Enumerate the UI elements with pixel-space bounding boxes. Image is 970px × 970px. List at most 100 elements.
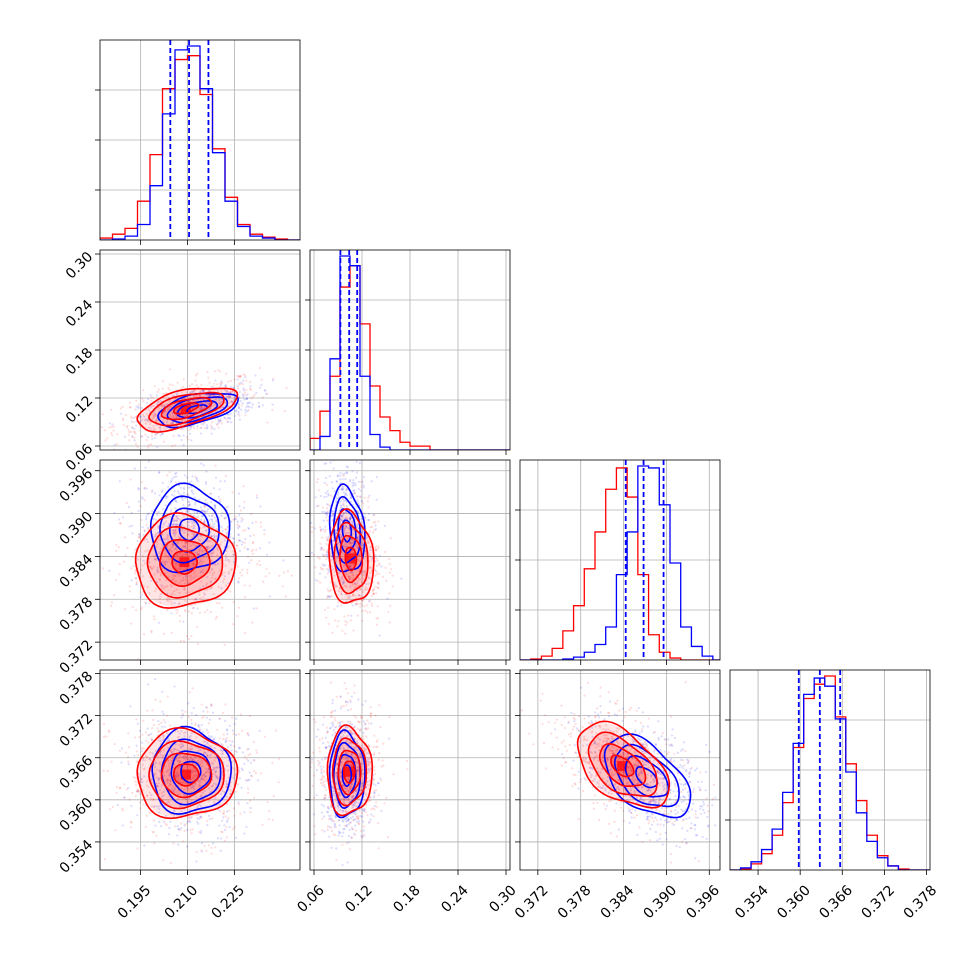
scatter-point-red [229, 390, 233, 394]
scatter-point-red [346, 692, 350, 695]
scatter-point-blue [199, 832, 202, 835]
scatter-point-blue [199, 432, 203, 435]
scatter-point-red [178, 614, 181, 617]
scatter-point-blue [326, 512, 329, 515]
scatter-point-red [358, 594, 361, 597]
scatter-point-red [134, 577, 138, 580]
scatter-point-blue [356, 537, 359, 540]
scatter-point-blue [162, 413, 166, 416]
scatter-point-blue [349, 518, 352, 521]
scatter-point-blue [361, 532, 364, 535]
scatter-point-red [243, 755, 247, 758]
scatter-point-red [335, 772, 338, 775]
scatter-point-red [134, 415, 137, 418]
scatter-point-red [185, 591, 188, 595]
scatter-point-blue [133, 754, 136, 757]
scatter-point-blue [223, 480, 226, 483]
scatter-point-red [224, 402, 227, 405]
scatter-point-blue [141, 418, 144, 421]
scatter-point-blue [189, 552, 192, 555]
scatter-point-blue [213, 737, 216, 740]
scatter-point-red [388, 557, 391, 561]
scatter-point-red [365, 557, 368, 560]
scatter-point-red [128, 431, 131, 434]
scatter-point-blue [193, 503, 197, 506]
scatter-point-red [345, 704, 348, 707]
scatter-point-red [203, 776, 206, 779]
scatter-point-red [350, 764, 353, 767]
scatter-point-red [207, 844, 210, 847]
scatter-point-blue [225, 531, 228, 535]
scatter-point-blue [160, 584, 163, 587]
scatter-point-red [342, 474, 345, 477]
scatter-point-blue [155, 761, 158, 764]
scatter-point-blue [180, 810, 183, 813]
scatter-point-blue [221, 529, 224, 532]
scatter-point-red [371, 589, 375, 592]
scatter-point-red [202, 571, 205, 574]
scatter-point-red [366, 771, 369, 774]
density-peak-red [345, 553, 356, 564]
scatter-point-red [373, 789, 376, 792]
scatter-point-red [349, 541, 352, 545]
scatter-point-red [352, 593, 355, 596]
scatter-point-red [342, 511, 345, 514]
scatter-point-blue [169, 480, 173, 484]
scatter-point-red [353, 747, 356, 750]
scatter-point-red [384, 550, 387, 554]
scatter-point-blue [238, 390, 241, 394]
scatter-point-blue [196, 820, 199, 823]
scatter-point-red [183, 588, 186, 591]
scatter-point-red [349, 619, 353, 622]
scatter-point-red [363, 808, 366, 811]
scatter-point-red [182, 579, 185, 582]
scatter-point-blue [258, 547, 262, 550]
scatter-point-red [182, 588, 186, 591]
scatter-point-blue [349, 496, 352, 499]
scatter-point-red [189, 748, 192, 751]
scatter-point-blue [215, 766, 219, 769]
scatter-point-red [342, 757, 345, 760]
scatter-point-blue [156, 784, 159, 788]
scatter-point-blue [355, 460, 358, 463]
scatter-point-red [351, 583, 354, 586]
scatter-point-red [194, 475, 197, 478]
scatter-point-red [376, 581, 379, 584]
scatter-point-blue [326, 553, 329, 556]
scatter-point-blue [168, 406, 171, 409]
scatter-point-blue [319, 548, 322, 551]
scatter-point-blue [229, 412, 232, 415]
scatter-point-blue [327, 570, 330, 573]
scatter-point-blue [228, 396, 231, 399]
scatter-point-red [349, 595, 352, 598]
scatter-point-red [391, 574, 394, 577]
scatter-point-red [194, 374, 197, 377]
scatter-point-red [349, 720, 352, 723]
scatter-point-blue [310, 521, 313, 524]
scatter-point-blue [344, 527, 347, 530]
scatter-point-blue [320, 546, 323, 549]
scatter-point-blue [148, 561, 151, 564]
scatter-point-red [251, 552, 254, 555]
scatter-point-red [349, 517, 352, 520]
scatter-point-blue [339, 500, 342, 503]
scatter-point-red [353, 492, 357, 495]
scatter-point-blue [218, 394, 221, 397]
scatter-point-red [154, 533, 157, 537]
scatter-point-red [141, 413, 144, 416]
scatter-point-red [118, 573, 121, 576]
scatter-point-blue [174, 743, 177, 746]
scatter-point-red [147, 741, 150, 744]
scatter-point-blue [237, 413, 240, 416]
scatter-point-red [184, 427, 187, 430]
scatter-point-blue [158, 751, 161, 754]
scatter-point-red [340, 590, 343, 593]
scatter-point-blue [191, 747, 194, 750]
scatter-point-red [364, 553, 367, 556]
scatter-point-red [215, 527, 218, 530]
scatter-point-red [165, 823, 168, 827]
scatter-point-blue [252, 607, 255, 610]
scatter-point-blue [181, 745, 184, 748]
scatter-point-red [370, 604, 374, 608]
scatter-point-blue [193, 526, 196, 530]
